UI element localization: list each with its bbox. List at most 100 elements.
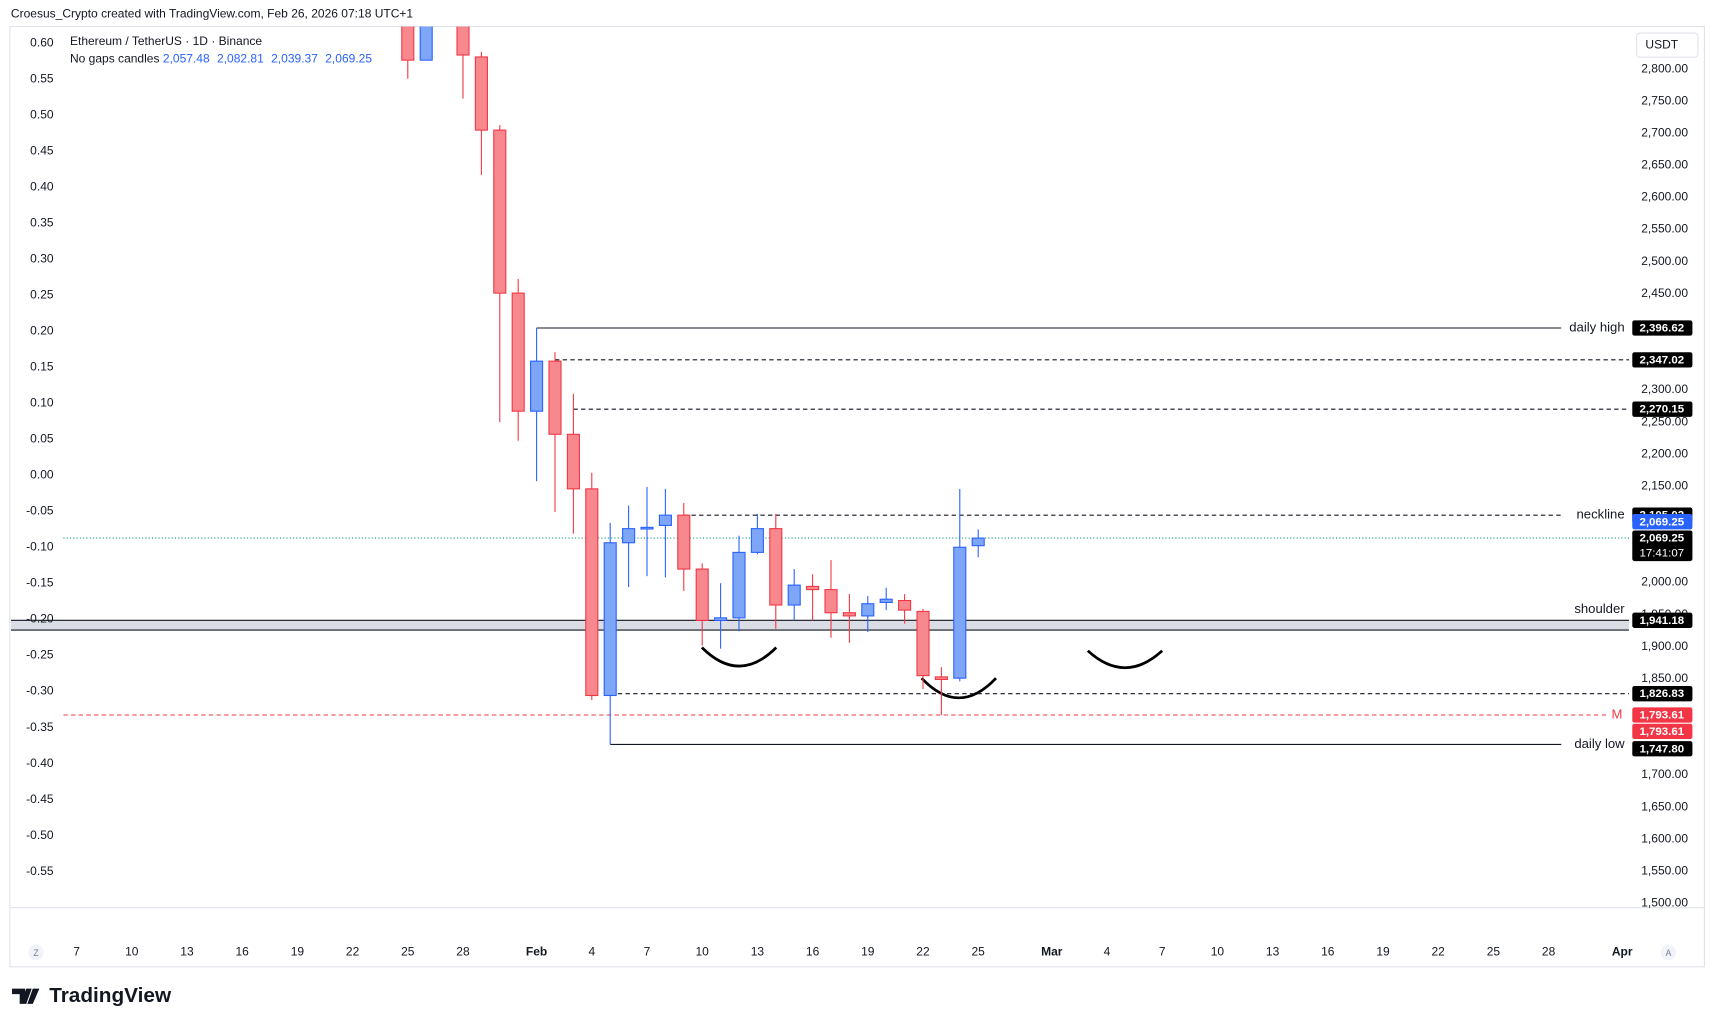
x-tick-label: 10 — [125, 945, 139, 959]
level-note: M — [1612, 706, 1623, 721]
x-tick-label: 25 — [972, 945, 986, 959]
y-tick-label: 2,700.00 — [1641, 125, 1688, 139]
x-tick-label: 28 — [1542, 945, 1556, 959]
candle-body — [530, 360, 544, 412]
y-tick-label: 2,200.00 — [1641, 446, 1688, 460]
candle-body — [806, 585, 820, 591]
price-tag — [1632, 612, 1693, 628]
axis-button-label[interactable]: Z — [33, 948, 39, 958]
y2-tick-label: 0.30 — [30, 251, 54, 265]
candle-body — [953, 546, 967, 679]
y-tick-label: 2,650.00 — [1641, 158, 1688, 172]
y-tick-label: 1,650.00 — [1641, 799, 1688, 813]
axis-button[interactable] — [1660, 944, 1677, 961]
level-note: daily high — [1569, 319, 1624, 334]
y2-tick-label: -0.35 — [26, 720, 54, 734]
candle-body — [971, 537, 985, 547]
y-tick-label: 2,250.00 — [1641, 414, 1688, 428]
price-tag-label: 1,747.80 — [1639, 743, 1684, 755]
x-tick-label: 10 — [1211, 945, 1225, 959]
candle-body — [898, 599, 912, 611]
x-tick-label: 22 — [346, 945, 360, 959]
x-tick-label: 16 — [806, 945, 820, 959]
price-tag-label: 1,941.18 — [1639, 615, 1684, 627]
price-tag-label: 2,347.02 — [1639, 354, 1684, 366]
x-tick-label: 13 — [751, 945, 765, 959]
x-tick-label: 19 — [291, 945, 305, 959]
y2-tick-label: 0.60 — [30, 35, 54, 49]
y-tick-label: 2,000.00 — [1641, 575, 1688, 589]
candle-body — [474, 56, 488, 131]
candle-body — [640, 526, 654, 530]
header: Croesus_Crypto created with TradingView.… — [11, 7, 414, 21]
price-tag — [1632, 707, 1693, 723]
candle-body — [769, 528, 783, 606]
y-tick-label: 1,500.00 — [1641, 896, 1688, 910]
y2-tick-label: 0.10 — [30, 396, 54, 410]
price-tag — [1632, 723, 1693, 740]
axis-button[interactable] — [28, 944, 44, 961]
y2-tick-label: 0.35 — [30, 215, 54, 229]
axis-button-label[interactable]: A — [1665, 948, 1671, 958]
y-tick-label: 2,750.00 — [1641, 93, 1688, 107]
y-tick-label: 1,600.00 — [1641, 831, 1688, 845]
candle-body — [677, 514, 691, 570]
chart-frame — [9, 25, 1705, 968]
candle-body — [622, 528, 636, 544]
x-tick-label: 13 — [1266, 945, 1280, 959]
y-tick-label: 2,800.00 — [1641, 61, 1688, 75]
candle-body — [585, 488, 599, 697]
currency-box[interactable] — [1636, 32, 1699, 58]
candle-body — [787, 584, 801, 606]
y-tick-label: 2,150.00 — [1641, 478, 1688, 492]
price-tag-label: 1,793.61 — [1639, 710, 1684, 722]
x-tick-label: 16 — [1321, 945, 1335, 959]
ohlc-value: 2,069.25 — [325, 52, 372, 66]
x-tick-label: 4 — [1104, 945, 1111, 959]
y2-tick-label: -0.30 — [26, 684, 54, 698]
x-tick-label: 7 — [1159, 945, 1166, 959]
x-tick-label: 19 — [861, 945, 875, 959]
last-price-tag-label: 2,069.25 — [1639, 516, 1684, 528]
candle-body — [732, 551, 746, 619]
y-tick-label: 1,900.00 — [1641, 639, 1688, 653]
y2-tick-label: -0.25 — [26, 648, 54, 662]
level-note: daily low — [1574, 736, 1625, 751]
price-tag-label: 1,793.61 — [1639, 726, 1684, 738]
candle-body — [879, 598, 893, 603]
last-price-tag — [1632, 530, 1693, 562]
y-tick-label: 2,500.00 — [1641, 254, 1688, 268]
plot — [10, 26, 1630, 745]
y-tick-label: 2,550.00 — [1641, 222, 1688, 236]
candle-body — [419, 26, 433, 61]
symbol-title: Ethereum / TetherUS · 1D · Binance — [70, 34, 262, 48]
price-tag — [1632, 401, 1693, 417]
level-note: shoulder — [1574, 601, 1625, 616]
price-tag-label: 2,396.62 — [1639, 323, 1684, 335]
candle-body — [456, 26, 470, 56]
candle-body — [511, 292, 525, 412]
ohlc-value: 2,057.48 — [163, 52, 210, 66]
last-price-tag — [1632, 514, 1693, 530]
currency[interactable]: USDT — [1645, 37, 1678, 51]
candle-body — [493, 129, 507, 294]
y-tick-label: 2,300.00 — [1641, 382, 1688, 396]
x-tick-label: 25 — [401, 945, 415, 959]
x-tick-label: 28 — [456, 945, 470, 959]
x-tick-label: 22 — [1432, 945, 1446, 959]
candle-body — [934, 676, 948, 680]
candle-body — [714, 617, 728, 621]
indicator-title: No gaps candles — [70, 52, 160, 66]
y2-tick-label: 0.15 — [30, 360, 54, 374]
level-note: neckline — [1577, 507, 1625, 522]
brand: TradingView — [49, 984, 172, 1007]
y2-tick-label: -0.50 — [26, 828, 54, 842]
ohlc-value: 2,039.37 — [271, 52, 318, 66]
candle-body — [842, 612, 856, 617]
y2-tick-label: -0.40 — [26, 756, 54, 770]
y2-tick-label: -0.15 — [26, 576, 54, 590]
y2-tick-label: 0.05 — [30, 432, 54, 446]
level-band — [10, 620, 1630, 631]
x-tick-label: 16 — [236, 945, 250, 959]
